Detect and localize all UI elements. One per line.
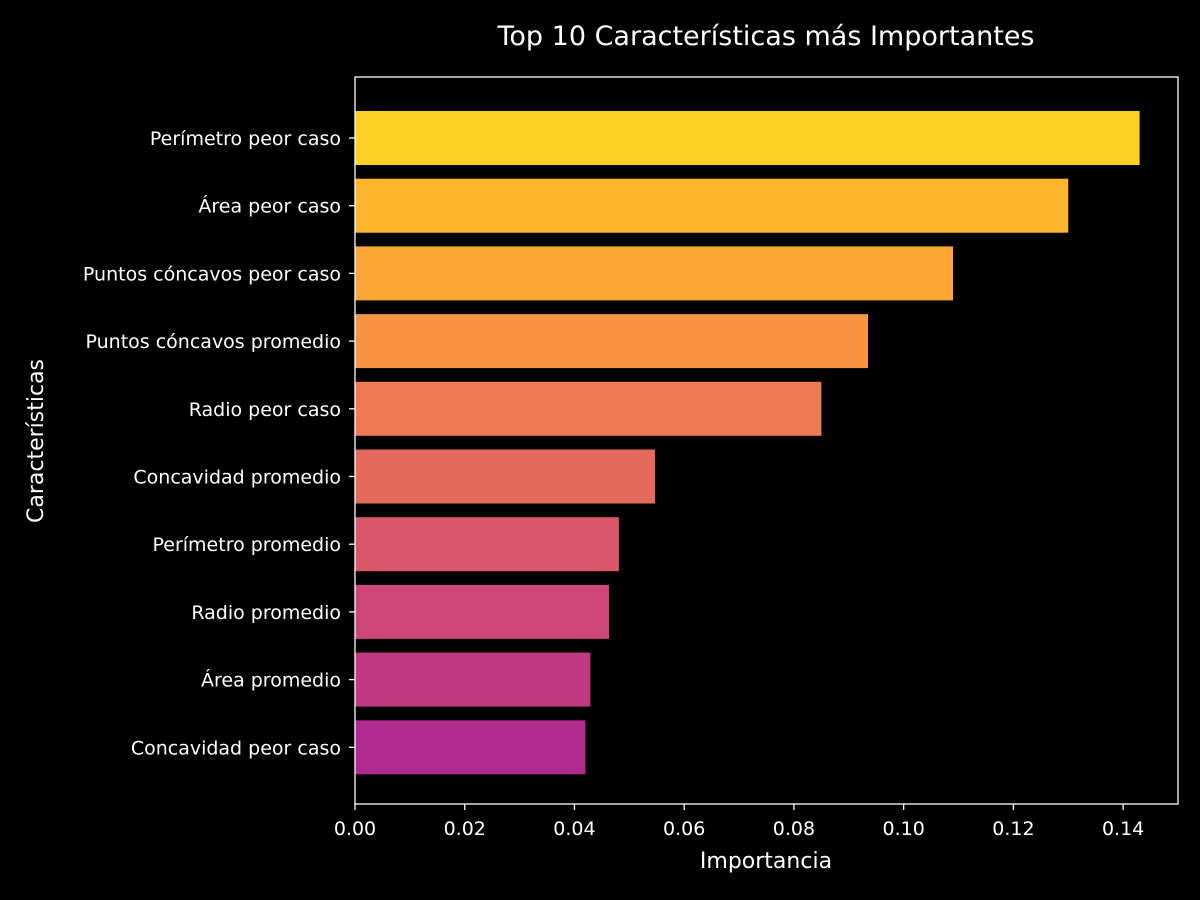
x-tick-label: 0.02: [444, 818, 486, 840]
x-tick-label: 0.04: [553, 818, 595, 840]
x-tick-label: 0.14: [1102, 818, 1144, 840]
y-tick-label: Concavidad promedio: [133, 467, 341, 489]
bar: [355, 178, 1069, 233]
bar: [355, 449, 656, 504]
y-tick-label: Área peor caso: [198, 195, 341, 218]
y-tick-label: Radio peor caso: [189, 399, 341, 421]
x-tick-label: 0.06: [663, 818, 705, 840]
plot-frame: [354, 76, 1179, 805]
bar: [355, 314, 869, 369]
x-tick-label: 0.10: [883, 818, 925, 840]
y-tick-label: Perímetro promedio: [152, 534, 341, 556]
bar: [355, 381, 822, 436]
y-tick-label: Área promedio: [201, 669, 341, 692]
chart-title: Top 10 Características más Importantes: [497, 21, 1035, 52]
y-tick-label: Puntos cóncavos promedio: [86, 331, 341, 353]
bar: [355, 111, 1140, 165]
y-tick-label: Perímetro peor caso: [150, 128, 341, 150]
x-tick-group: 0.00 0.02 0.04 0.06 0.08 0.10 0.12 0.14: [334, 804, 1144, 840]
bar: [355, 652, 591, 707]
y-tick-label: Concavidad peor caso: [131, 737, 341, 759]
x-tick-label: 0.12: [992, 818, 1034, 840]
x-tick-label: 0.00: [334, 818, 376, 840]
bar: [355, 517, 619, 572]
y-tick-label: Radio promedio: [191, 602, 341, 624]
y-tick-group: Perímetro peor caso Área peor caso Puntos …: [83, 128, 355, 759]
y-tick-label: Puntos cóncavos peor caso: [83, 263, 341, 285]
y-axis-label: Características: [24, 359, 49, 523]
bar: [355, 584, 610, 639]
bars-group: [355, 111, 1140, 775]
x-axis-label: Importancia: [700, 849, 832, 874]
x-tick-label: 0.08: [773, 818, 815, 840]
bar: [355, 720, 586, 775]
bar: [355, 246, 954, 301]
